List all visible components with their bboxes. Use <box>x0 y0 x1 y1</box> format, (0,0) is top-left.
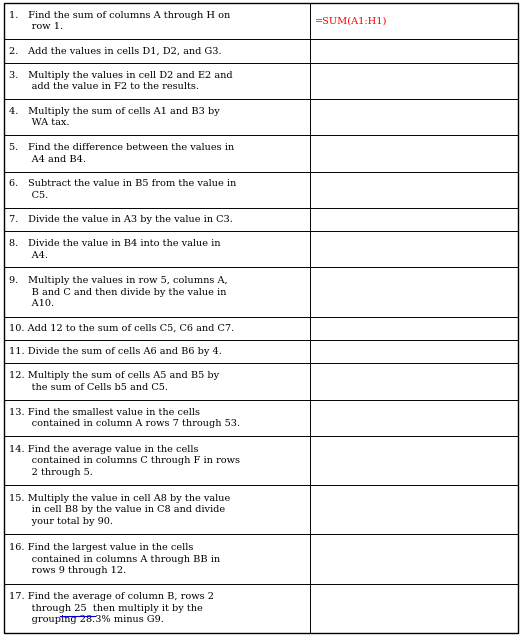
Text: =SUM(A1:H1): =SUM(A1:H1) <box>315 17 387 25</box>
Text: 1. Find the sum of columns A through H on
   row 1.: 1. Find the sum of columns A through H o… <box>9 11 230 31</box>
Text: 14. Find the average value in the cells
   contained in columns C through F in r: 14. Find the average value in the cells … <box>9 445 240 476</box>
Text: 13. Find the smallest value in the cells
   contained in column A rows 7 through: 13. Find the smallest value in the cells… <box>9 408 240 428</box>
Text: 15. Multiply the value in cell A8 by the value
   in cell B8 by the value in C8 : 15. Multiply the value in cell A8 by the… <box>9 494 230 526</box>
Text: 16. Find the largest value in the cells
   contained in columns A through BB in
: 16. Find the largest value in the cells … <box>9 543 220 575</box>
Text: 8. Divide the value in B4 into the value in
   A4.: 8. Divide the value in B4 into the value… <box>9 239 220 259</box>
Text: 6. Subtract the value in B5 from the value in
   C5.: 6. Subtract the value in B5 from the val… <box>9 179 236 200</box>
Text: 11. Divide the sum of cells A6 and B6 by 4.: 11. Divide the sum of cells A6 and B6 by… <box>9 347 222 356</box>
Text: 5. Find the difference between the values in
   A4 and B4.: 5. Find the difference between the value… <box>9 143 234 163</box>
Text: 9. Multiply the values in row 5, columns A,
   B and C and then divide by the va: 9. Multiply the values in row 5, columns… <box>9 276 228 308</box>
Text: 4. Multiply the sum of cells A1 and B3 by
   WA tax.: 4. Multiply the sum of cells A1 and B3 b… <box>9 107 220 127</box>
Text: 10. Add 12 to the sum of cells C5, C6 and C7.: 10. Add 12 to the sum of cells C5, C6 an… <box>9 324 234 333</box>
Text: 17. Find the average of column B, rows 2
   through 25  then multiply it by the
: 17. Find the average of column B, rows 2… <box>9 592 214 625</box>
Text: 12. Multiply the sum of cells A5 and B5 by
   the sum of Cells b5 and C5.: 12. Multiply the sum of cells A5 and B5 … <box>9 371 219 392</box>
Text: 2. Add the values in cells D1, D2, and G3.: 2. Add the values in cells D1, D2, and G… <box>9 46 222 55</box>
Text: 3. Multiply the values in cell D2 and E2 and
   add the value in F2 to the resul: 3. Multiply the values in cell D2 and E2… <box>9 71 233 91</box>
Text: 7. Divide the value in A3 by the value in C3.: 7. Divide the value in A3 by the value i… <box>9 215 233 224</box>
